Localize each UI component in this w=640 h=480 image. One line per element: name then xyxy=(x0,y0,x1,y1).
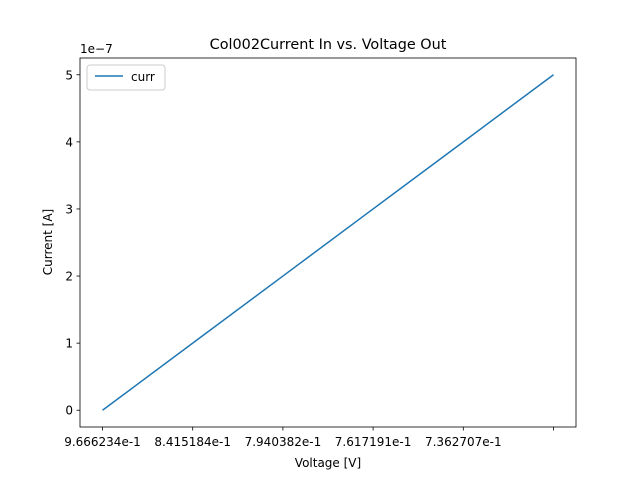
y-axis: 0 1 2 3 4 5 xyxy=(65,68,80,418)
series-line-curr xyxy=(102,74,554,411)
legend-box xyxy=(86,64,166,91)
y-tick-label: 1 xyxy=(65,337,73,351)
y-tick-label: 2 xyxy=(65,270,73,284)
y-tick-label: 0 xyxy=(65,404,73,418)
x-axis: 9.666234e-1 8.415184e-1 7.940382e-1 7.61719… xyxy=(64,427,554,449)
legend-label: curr xyxy=(131,70,155,84)
legend: curr xyxy=(86,64,166,91)
y-tick-label: 4 xyxy=(65,135,73,149)
chart-title: Col002Current In vs. Voltage Out xyxy=(210,37,447,53)
x-tick-label: 7.617191e-1 xyxy=(335,435,412,449)
x-tick-label: 9.666234e-1 xyxy=(64,435,141,449)
y-offset-text: 1e−7 xyxy=(80,42,113,56)
plot-frame xyxy=(79,57,577,428)
y-tick-label: 5 xyxy=(65,68,73,82)
y-tick-label: 3 xyxy=(65,202,73,216)
x-tick-label: 8.415184e-1 xyxy=(154,435,231,449)
series-layer xyxy=(102,74,554,411)
y-axis-label: Current [A] xyxy=(41,209,55,275)
x-axis-label: Voltage [V] xyxy=(295,456,361,470)
x-tick-label: 7.362707e-1 xyxy=(425,435,502,449)
x-tick-label: 7.940382e-1 xyxy=(245,435,322,449)
